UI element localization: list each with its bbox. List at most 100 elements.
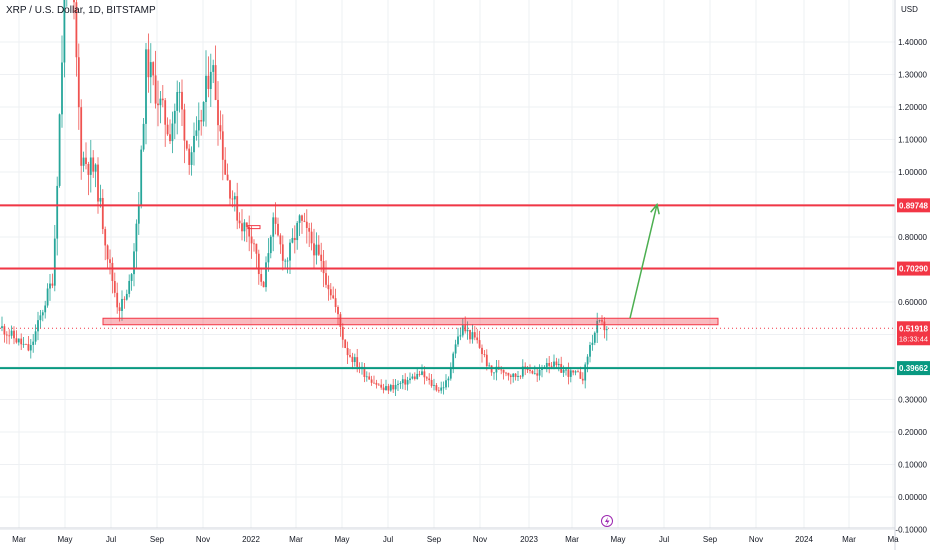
candle [488, 362, 491, 367]
candle [291, 228, 294, 244]
level-badge-2: 0.70290 [897, 261, 930, 276]
candle [34, 324, 37, 345]
candle [171, 111, 174, 154]
candles [1, 0, 608, 396]
candle [351, 352, 354, 370]
candle [337, 305, 339, 325]
candle [154, 50, 157, 109]
candle [353, 353, 356, 367]
candle [152, 61, 155, 86]
candle [80, 99, 83, 180]
candle [447, 376, 450, 388]
candle [125, 289, 128, 301]
candle [584, 362, 587, 389]
candle [416, 368, 419, 380]
candle [85, 142, 87, 170]
y-tick-label: 0.20000 [898, 428, 927, 437]
candle [305, 209, 308, 244]
candle [257, 249, 260, 285]
candle [193, 122, 195, 166]
candle [262, 280, 265, 288]
candle [485, 349, 488, 371]
candle [207, 56, 210, 98]
lightning-icon[interactable] [601, 515, 613, 527]
candle [581, 372, 584, 385]
candle [409, 372, 411, 384]
x-tick-label: 2024 [795, 535, 813, 544]
candle [433, 378, 435, 391]
candle [248, 215, 251, 252]
x-tick-label: Sep [703, 535, 718, 544]
candle [598, 319, 601, 323]
candle [370, 375, 373, 386]
currency-label: USD [901, 5, 918, 14]
candle [377, 383, 380, 386]
candle [255, 243, 258, 269]
x-tick-label: May [334, 535, 349, 544]
candle [589, 341, 591, 363]
candle [61, 35, 63, 128]
candle [75, 0, 78, 77]
candle [157, 80, 159, 127]
candle [101, 189, 104, 235]
candle [284, 258, 287, 270]
y-tick-label: -0.10000 [895, 526, 927, 535]
candle [577, 369, 579, 373]
y-tick-label: 1.40000 [898, 38, 927, 47]
candle [147, 33, 150, 93]
candle [241, 209, 243, 241]
candle [202, 101, 205, 127]
y-tick-label: 0.80000 [898, 233, 927, 242]
candle [274, 202, 277, 235]
candle [82, 151, 85, 172]
x-tick-label: Sep [150, 535, 165, 544]
x-tick-label: May [57, 535, 72, 544]
x-tick-label: Mar [565, 535, 579, 544]
candle [133, 243, 135, 287]
candle [593, 331, 596, 346]
candle [315, 232, 318, 265]
candle [128, 274, 131, 298]
candle [545, 358, 548, 373]
candle [418, 370, 421, 377]
candle [538, 364, 541, 381]
candle [253, 239, 255, 252]
x-tick-label: Jul [659, 535, 669, 544]
candle [166, 117, 169, 136]
candle [111, 257, 114, 294]
candle [17, 338, 20, 346]
candle [382, 383, 385, 394]
candle [233, 192, 236, 212]
candle [399, 381, 402, 389]
candle [430, 374, 433, 388]
candle [404, 373, 407, 391]
candle [267, 238, 270, 272]
y-tick-label: 0.10000 [898, 461, 927, 470]
candle [435, 383, 438, 392]
target-arrow[interactable] [629, 202, 660, 319]
candle [442, 381, 445, 395]
candle [344, 339, 347, 349]
candle [190, 146, 193, 176]
candle [569, 367, 572, 383]
candle [531, 369, 534, 375]
candle [555, 357, 558, 368]
candle [209, 53, 212, 107]
y-tick-label: 0.60000 [898, 298, 927, 307]
candle [269, 234, 272, 259]
candle [113, 272, 116, 298]
candle [109, 249, 111, 275]
candle [509, 373, 512, 385]
candle [586, 354, 589, 373]
candle [265, 256, 267, 292]
resistance-zone[interactable] [102, 317, 719, 326]
candle [221, 114, 224, 181]
candle [392, 378, 395, 394]
candle [243, 219, 246, 242]
candle [142, 118, 145, 152]
candle [214, 45, 217, 101]
